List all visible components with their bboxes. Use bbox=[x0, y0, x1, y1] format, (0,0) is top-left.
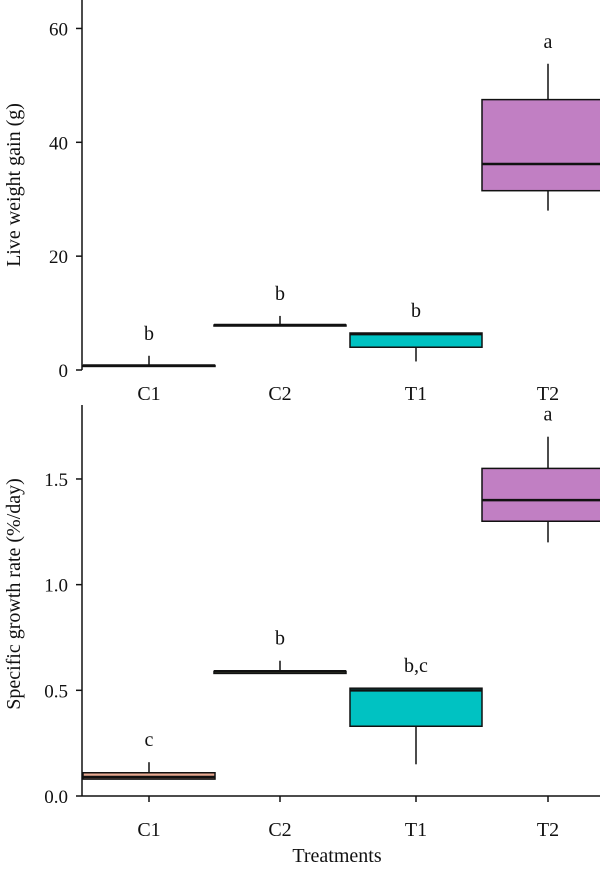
significance-label: c bbox=[145, 729, 154, 751]
y-axis-title: Specific growth rate (%/day) bbox=[3, 478, 25, 710]
significance-label: b,c bbox=[404, 655, 428, 677]
box-t2: a bbox=[481, 404, 600, 543]
y-tick-label: 0.0 bbox=[44, 787, 68, 808]
y-tick-label: 1.5 bbox=[44, 470, 68, 491]
significance-label: b bbox=[275, 628, 285, 650]
y-tick-label: 40 bbox=[49, 133, 68, 154]
x-category-label: C1 bbox=[137, 383, 160, 405]
significance-label: a bbox=[544, 31, 553, 53]
y-axis-title: Live weight gain (g) bbox=[3, 103, 25, 267]
panel-2: 0.0 0.5 1.0 1.5 Specific growth rate (%/day)… bbox=[3, 404, 600, 867]
x-category-label: T2 bbox=[537, 383, 559, 405]
y-tick-label: 0.5 bbox=[44, 681, 68, 702]
box-t2: a bbox=[481, 31, 600, 211]
box-t1: b,c bbox=[349, 655, 483, 765]
box-c1: b bbox=[82, 323, 216, 368]
x-category-label: T1 bbox=[405, 383, 427, 405]
significance-label: b bbox=[144, 323, 154, 345]
y-tick-label: 20 bbox=[49, 247, 68, 268]
box-c1: c bbox=[82, 729, 216, 780]
box-body bbox=[481, 98, 600, 192]
x-category-label: T2 bbox=[537, 819, 559, 841]
box-body bbox=[481, 467, 600, 522]
significance-label: b bbox=[411, 300, 421, 322]
x-category-label: C1 bbox=[137, 819, 160, 841]
y-tick-label: 60 bbox=[49, 19, 68, 40]
x-category-label: T1 bbox=[405, 819, 427, 841]
significance-label: b bbox=[275, 283, 285, 305]
y-tick-label: 0 bbox=[59, 361, 69, 382]
box-c2: b bbox=[213, 628, 347, 675]
box-t1: b bbox=[349, 300, 483, 362]
x-axis-title: Treatments bbox=[292, 845, 381, 867]
box-body bbox=[349, 687, 483, 728]
x-category-label: C2 bbox=[268, 383, 291, 405]
y-tick-label: 1.0 bbox=[44, 576, 68, 597]
significance-label: a bbox=[544, 404, 553, 426]
box-c2: b bbox=[213, 283, 347, 327]
x-category-label: C2 bbox=[268, 819, 291, 841]
panel-1: 0 20 40 60 Live weight gain (g) b b b a C1 C2 T1 T2 bbox=[3, 0, 600, 405]
